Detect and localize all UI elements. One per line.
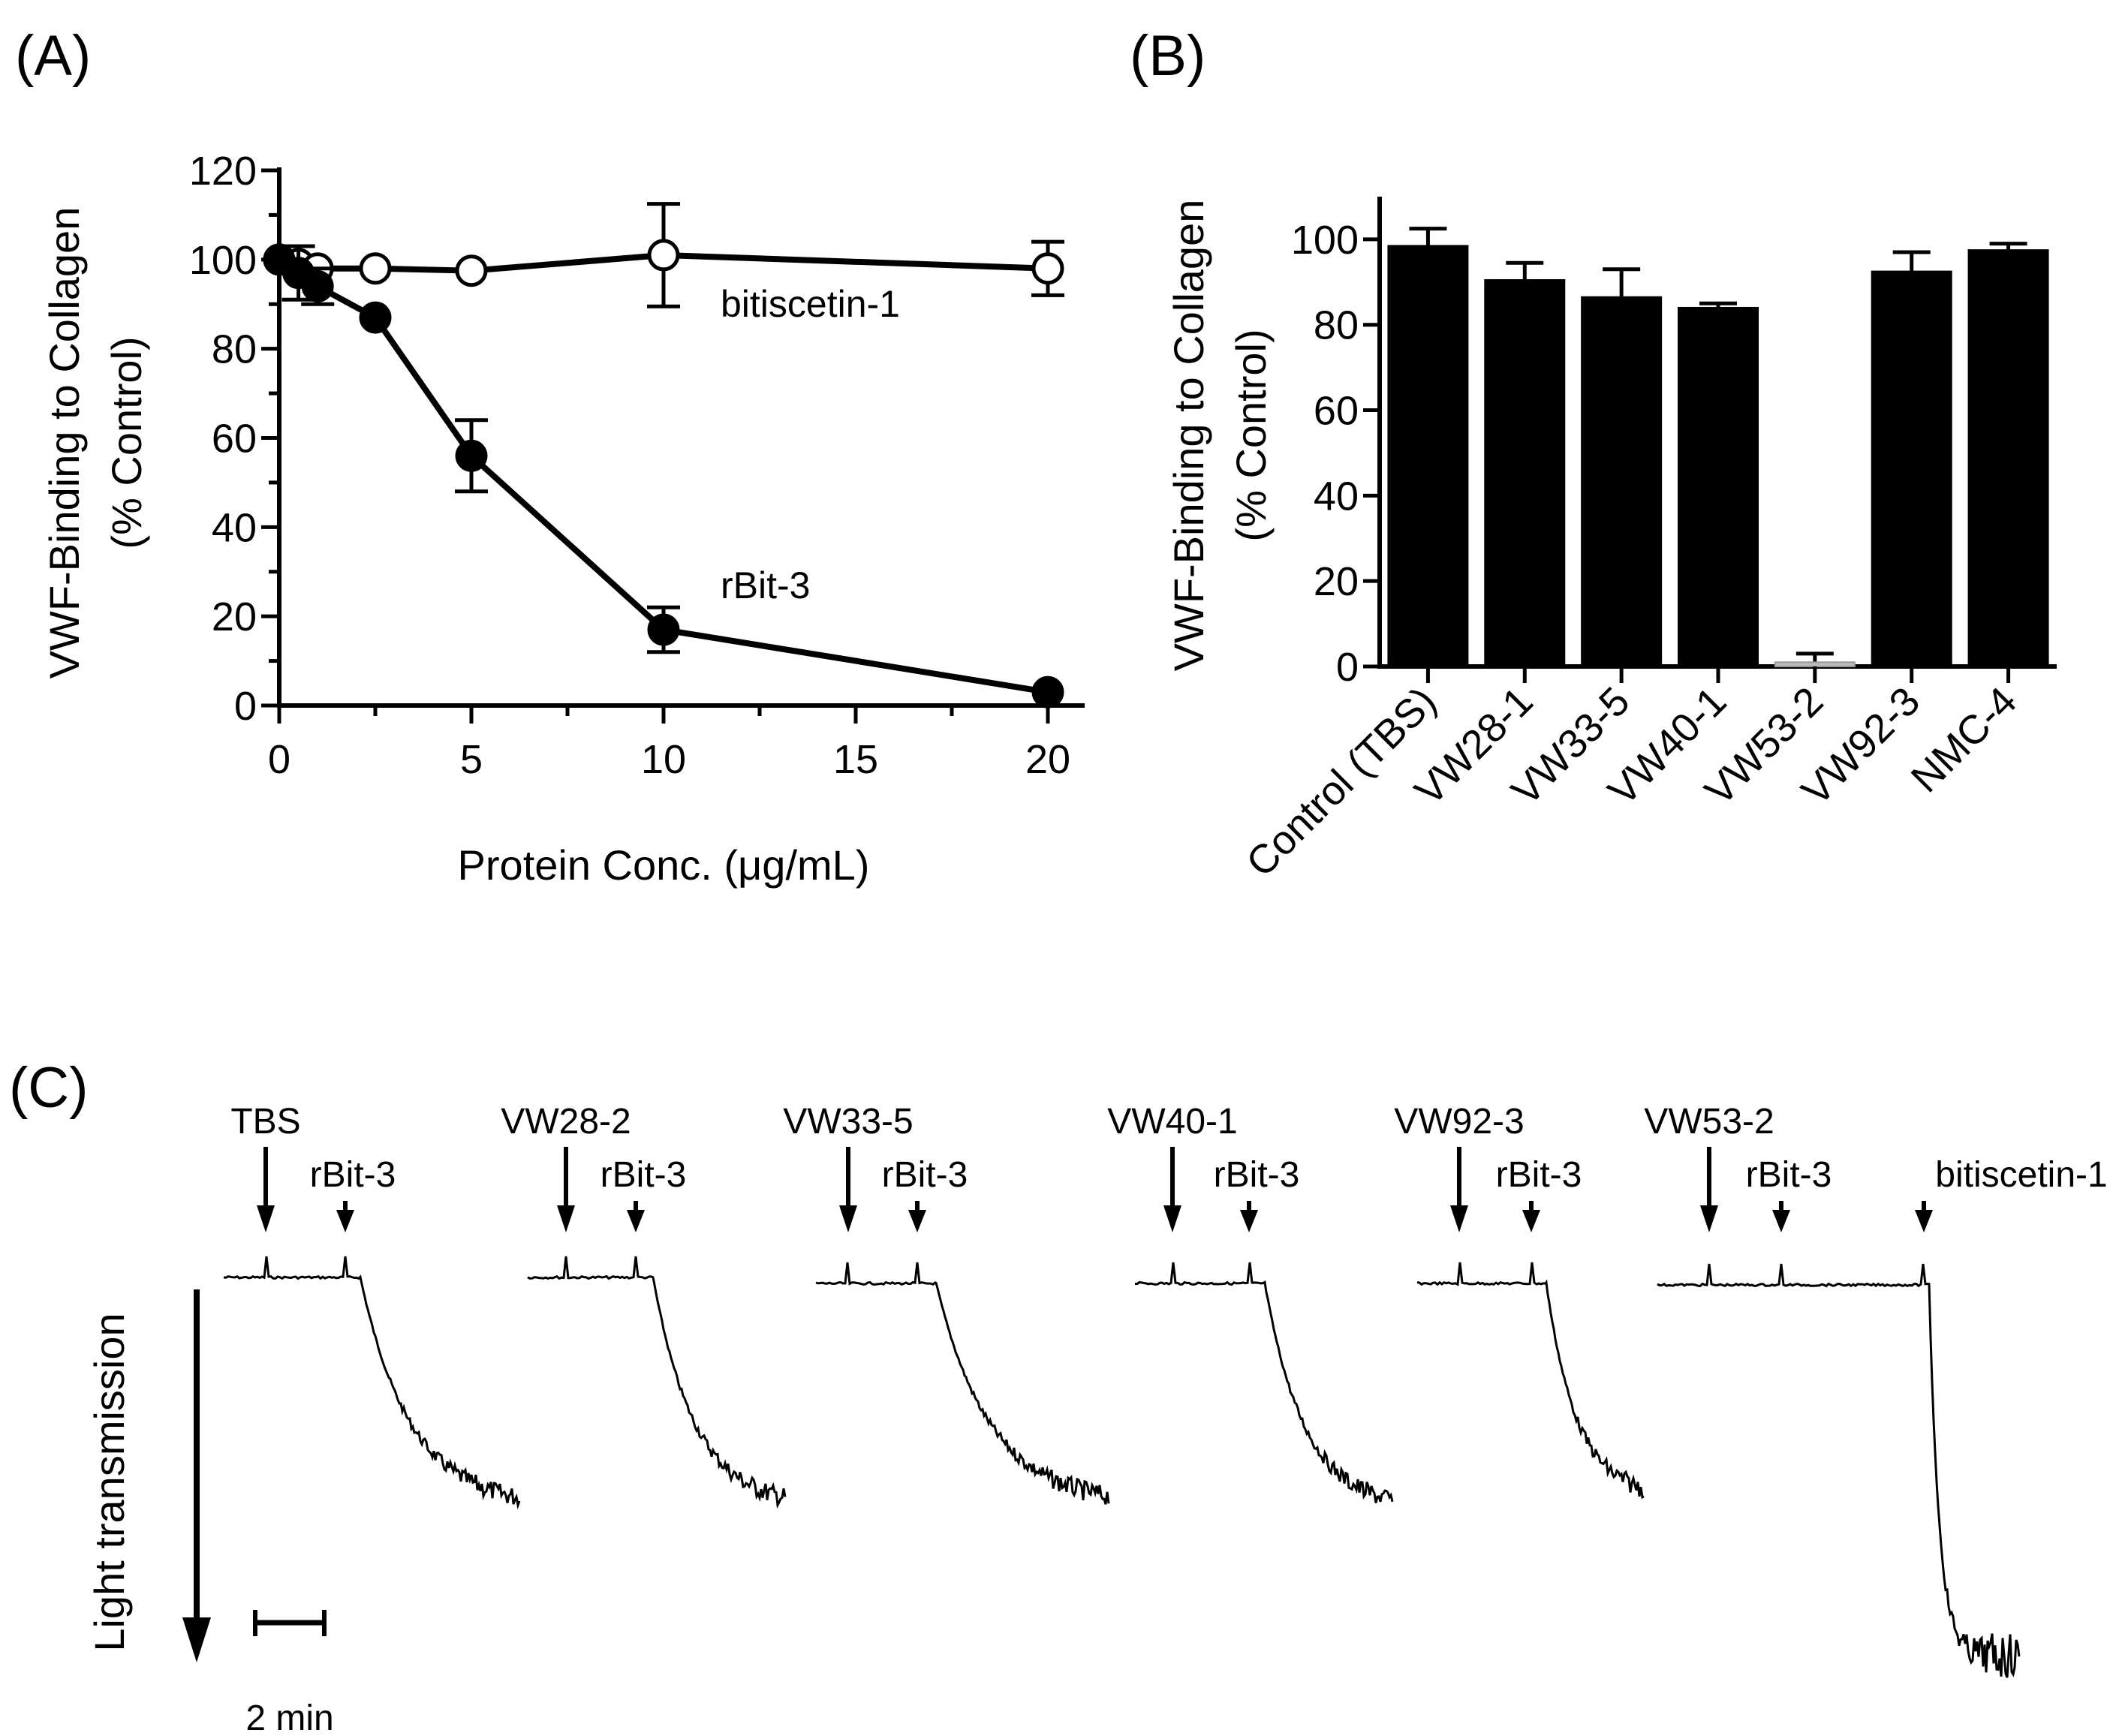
data-point-open [1031,252,1064,285]
rbit-3-arrow-head [1240,1210,1258,1232]
x-tick-label: 5 [460,737,483,782]
y-tick-label: 120 [189,149,257,194]
bar [1967,249,2049,667]
y-axis-title-line1: VWF-Binding to Collagen [1165,200,1212,672]
agent-label: VW33-5 [783,1102,913,1142]
y-tick-label: 100 [189,238,257,283]
data-point-filled [301,269,334,302]
y-axis-title-line2: (% Control) [1227,329,1275,541]
rbit-3-arrow-head [908,1210,926,1232]
panel-c-label: (C) [9,1056,89,1120]
agent-arrow-head [1163,1205,1181,1232]
x-tick-label: 0 [268,737,290,782]
agent-label: VW92-3 [1394,1102,1524,1142]
y-tick-label: 100 [1291,218,1359,263]
bar [1484,278,1566,667]
rbit-3-arrow-head [1772,1210,1790,1232]
y-tick-label: 40 [212,505,257,550]
aggregation-trace [815,1262,1110,1505]
panel-b-chart: (B) 0 20 40 60 80 100 VWF-Binding to Collagen (… [1130,24,2057,886]
agent-label: VW40-1 [1107,1102,1237,1142]
light-transmission-arrow-head [182,1617,211,1662]
y-tick-label: 0 [1336,645,1359,690]
rbit-3-arrow-head [627,1210,645,1232]
x-tick-label: 10 [641,737,686,782]
data-point-filled [1031,675,1064,709]
rbit-3-arrow-head [1522,1210,1540,1232]
rbit-3-arrow-head [336,1210,354,1232]
agent-label: TBS [230,1102,300,1142]
rbit-3-label: rBit-3 [1214,1155,1300,1195]
scale-bar-label: 2 min [245,1698,333,1736]
panel-b-label: (B) [1130,24,1205,88]
series-label-bitiscetin-1: bitiscetin-1 [721,283,900,325]
aggregation-trace [1134,1262,1394,1503]
y-tick-label: 80 [1314,303,1359,348]
data-point-open [647,239,680,272]
rbit-3-label: rBit-3 [1496,1155,1582,1195]
y-tick-label: 60 [1314,389,1359,434]
panel-a-chart: (A) 0 20 40 60 80 100 120 0 5 10 15 20 Protein Conc.… [15,24,1085,889]
agent-arrow-head [557,1205,575,1232]
rbit-3-label: rBit-3 [600,1155,687,1195]
x-tick-label: NMC-4 [1903,678,2025,801]
y-tick-label: 60 [212,417,257,462]
data-point-open [455,254,488,287]
x-tick-label: 15 [833,737,878,782]
data-point-filled [647,613,680,646]
rbit-3-label: rBit-3 [310,1155,396,1195]
bar [1774,661,1856,667]
rbit-3-label: rBit-3 [882,1155,968,1195]
agent-label: VW53-2 [1644,1102,1774,1142]
data-point-open [359,252,392,285]
agent-arrow-head [257,1205,275,1232]
bar [1678,306,1759,667]
bar [1581,296,1663,667]
aggregation-trace [527,1256,787,1509]
agent-arrow-head [1450,1205,1468,1232]
bar [1387,245,1469,668]
rbit-3-label: rBit-3 [1746,1155,1832,1195]
series-label-rbit-3: rBit-3 [721,564,810,606]
y-axis-title-line2: (% Control) [103,336,150,549]
y-tick-label: 20 [1314,559,1359,604]
aggregation-trace [1657,1263,2021,1678]
y-tick-label: 0 [234,684,257,729]
agent-label: VW28-2 [501,1102,631,1142]
y-axis-label: Light transmission [86,1313,133,1651]
x-tick-label: 20 [1025,737,1070,782]
y-tick-label: 80 [212,327,257,372]
y-axis-title-line1: VWF-Binding to Collagen [41,207,88,679]
data-point-filled [359,301,392,334]
third-agent-label: bitiscetin-1 [1935,1155,2107,1195]
agent-arrow-head [1700,1205,1718,1232]
x-axis-title: Protein Conc. (μg/mL) [458,841,870,889]
aggregation-trace [1416,1262,1645,1500]
third-agent-arrow-head [1915,1210,1933,1232]
y-tick-label: 40 [1314,474,1359,519]
y-tick-label: 20 [212,594,257,639]
agent-arrow-head [839,1205,857,1232]
data-point-filled [455,439,488,472]
panel-a-label: (A) [15,24,91,88]
bar [1871,270,1952,668]
aggregation-trace [223,1256,521,1510]
